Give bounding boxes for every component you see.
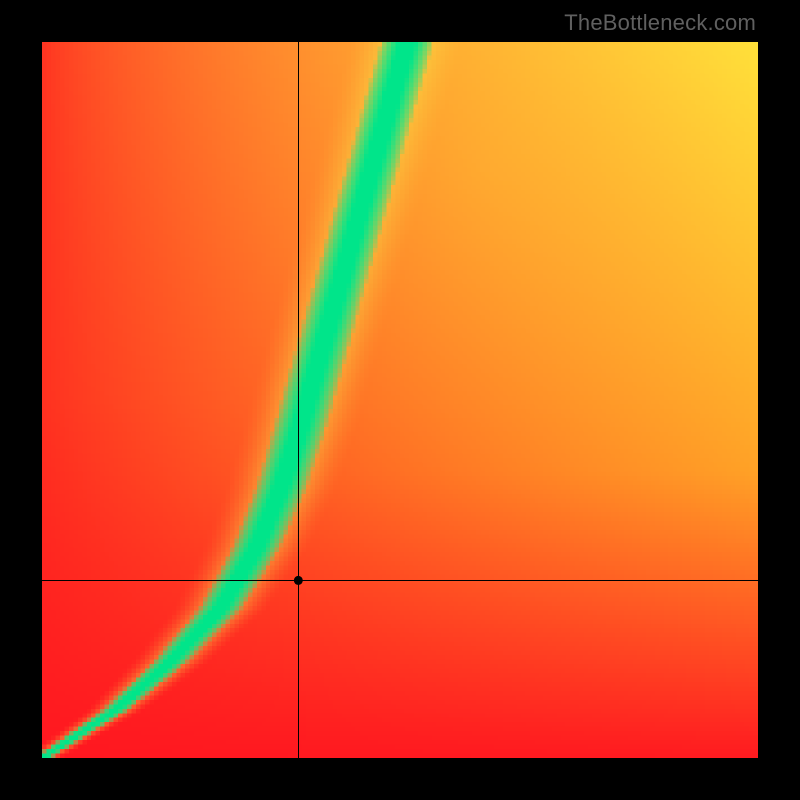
chart-container: TheBottleneck.com [0, 0, 800, 800]
heatmap-canvas [42, 42, 758, 758]
watermark-text: TheBottleneck.com [564, 10, 756, 36]
